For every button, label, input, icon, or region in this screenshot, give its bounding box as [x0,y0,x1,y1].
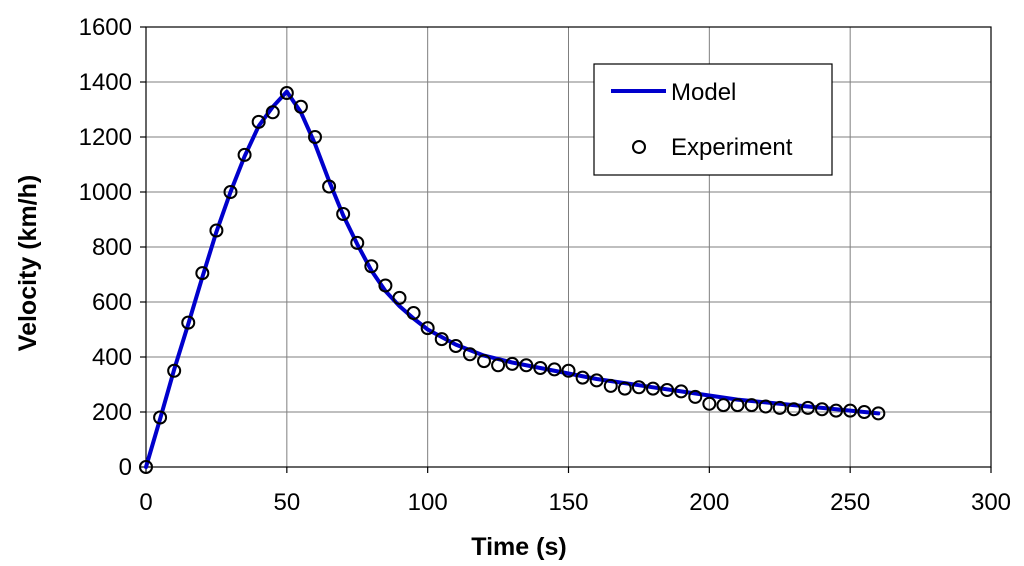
x-tick-label: 300 [971,489,1011,516]
y-tick-label: 1200 [79,124,132,151]
x-tick-label: 50 [273,489,300,516]
experiment-point [688,389,703,404]
experiment-point [434,332,449,347]
y-tick-label: 1400 [79,69,132,96]
experiment-point [575,370,590,385]
grid-lines [145,26,992,468]
experiment-point [251,114,266,129]
legend: Model Experiment [593,63,833,176]
experiment-point [153,410,168,425]
y-tick-label: 200 [92,399,132,426]
experiment-point [646,381,660,396]
experiment-point [462,347,477,362]
legend-box [593,63,833,176]
experiment-series-points [139,86,886,474]
experiment-point [617,381,632,396]
x-axis-ticks: 0 50 100 150 200 250 300 [139,467,1011,516]
experiment-point [322,179,337,194]
x-tick-label: 100 [408,489,448,516]
legend-experiment-label: Experiment [671,134,793,161]
experiment-point [336,207,351,221]
experiment-point [843,403,858,418]
experiment-point [265,105,280,120]
experiment-point [533,361,548,375]
experiment-point [716,398,731,413]
y-tick-label: 0 [119,454,132,481]
experiment-point [730,398,745,413]
experiment-point [392,290,407,305]
experiment-point [772,400,787,415]
experiment-point [815,402,829,417]
experiment-point [378,278,393,293]
y-axis-ticks: 0 200 400 600 800 1000 1200 1400 1600 [79,14,146,481]
experiment-point [350,235,365,250]
experiment-point [237,147,252,162]
x-tick-label: 0 [139,489,152,516]
legend-experiment-swatch [632,140,646,154]
experiment-point [406,306,421,320]
x-tick-label: 200 [689,489,729,516]
experiment-point [519,358,534,373]
experiment-point [308,130,322,144]
experiment-point [660,383,675,397]
experiment-point [857,405,872,419]
experiment-point [871,406,886,421]
experiment-point [829,403,844,418]
experiment-point [181,315,196,330]
experiment-point [364,259,379,274]
experiment-point [195,266,210,281]
experiment-point [505,356,520,371]
experiment-point [631,380,646,395]
model-series-line [144,89,881,469]
experiment-point [547,362,562,377]
experiment-point [139,460,153,474]
experiment-point [279,86,294,100]
experiment-point [786,402,801,417]
y-axis-title: Velocity (km/h) [14,175,42,351]
experiment-point [491,358,506,373]
y-tick-label: 600 [92,289,132,316]
experiment-point [448,339,463,353]
experiment-point [702,396,717,411]
experiment-point [561,363,576,378]
experiment-point [674,384,689,399]
experiment-point [744,398,759,413]
y-tick-label: 1000 [79,179,132,206]
experiment-point [603,378,618,393]
y-tick-label: 800 [92,234,132,261]
x-tick-label: 250 [830,489,870,516]
y-tick-label: 400 [92,344,132,371]
experiment-point [223,185,238,199]
y-tick-label: 1600 [79,14,132,41]
x-tick-label: 150 [548,489,588,516]
experiment-point [800,400,815,415]
experiment-point [420,321,435,336]
experiment-point [167,363,182,378]
experiment-point [293,99,308,114]
legend-model-label: Model [671,79,736,106]
x-axis-title: Time (s) [471,533,566,561]
experiment-point [758,399,773,414]
experiment-point [209,223,224,238]
experiment-point [477,354,491,369]
experiment-point [589,373,604,388]
